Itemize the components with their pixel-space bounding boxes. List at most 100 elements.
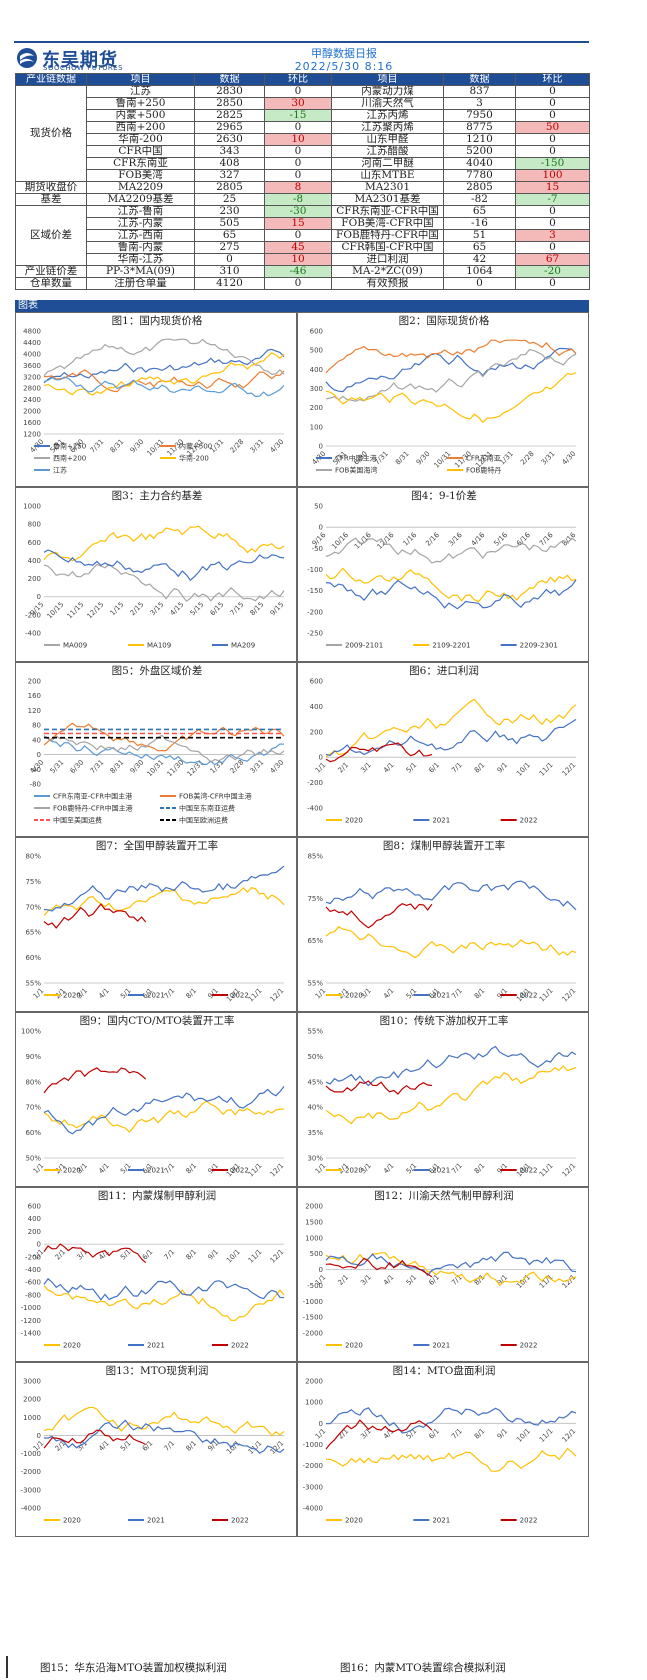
x-tick-label: 6/30 (69, 758, 86, 775)
legend-label: CFR东南亚-CFR中国主港 (53, 792, 132, 801)
table-row: 鲁南-内蒙 275 45 CFR韩国-CFR中国 65 0 (16, 241, 590, 254)
x-tick-label: 9/1 (206, 1162, 220, 1176)
x-tick-label: 9/1 (496, 987, 510, 1001)
legend-label: 2009-2101 (345, 642, 383, 650)
table-header-row: 产业链数据 项目 数据 环比 项目 数据 环比 (15, 73, 590, 86)
company-logo: 东吴期货 SOOCHOW FUTURES (16, 46, 166, 72)
change-cell: 0 (515, 109, 590, 122)
y-tick-label: 120 (28, 707, 41, 715)
chart-caption: 图9：国内CTO/MTO装置开工率 (79, 1015, 235, 1027)
y-tick-label: -600 (25, 1279, 41, 1287)
legend-label: MA009 (63, 642, 87, 650)
series-line (325, 926, 577, 959)
series-line (43, 1277, 285, 1301)
chart-caption: 图12：川渝天然气制甲醇利润 (374, 1190, 514, 1202)
legend-label: 2020 (345, 992, 363, 1000)
x-tick-label: 2/15 (129, 600, 146, 617)
charts-section-label: 图表 (15, 300, 589, 312)
change-cell: 0 (264, 157, 332, 170)
x-tick-label: 8/31 (394, 450, 411, 467)
chart-caption: 图16：内蒙MTO装置综合模拟利润 (340, 1662, 506, 1674)
x-tick-label: 7/1 (450, 1162, 464, 1176)
x-tick-label: 1/1 (314, 1162, 328, 1176)
y-tick-label: 100% (21, 1028, 41, 1036)
series-line (325, 537, 577, 564)
legend-label: FOB鹿特丹-CFR中国主港 (53, 804, 133, 813)
x-tick-label: 12/1 (269, 987, 286, 1004)
change-cell: -46 (264, 265, 332, 278)
change-cell: 100 (515, 169, 590, 182)
y-tick-label: -800 (25, 1291, 41, 1299)
y-tick-label: 600 (28, 539, 41, 547)
legend-label: 鲁南+250 (53, 442, 86, 451)
value-cell: 2805 (443, 181, 516, 194)
category-cell: 区域价差 (15, 205, 87, 266)
x-tick-label: 11/16 (353, 531, 373, 551)
legend-label: 2020 (345, 1167, 363, 1175)
x-tick-label: 2/1 (337, 761, 351, 775)
x-tick-label: 9/30 (129, 758, 146, 775)
table-row: CFR东南亚 408 0 河南二甲醚 4040 -150 (16, 157, 590, 170)
y-tick-label: 4400 (23, 339, 41, 347)
value-cell: 65 (194, 229, 265, 242)
change-cell: 30 (264, 97, 332, 110)
change-cell: 0 (264, 169, 332, 182)
item-cell: PP-3*MA(09) (86, 265, 195, 278)
x-tick-label: 4/30 (269, 758, 286, 775)
x-tick-label: 10/31 (432, 450, 452, 470)
legend-label: 2022 (231, 992, 249, 1000)
x-tick-label: 8/1 (473, 1162, 487, 1176)
x-tick-label: 5/1 (405, 761, 419, 775)
item-cell: 鲁南+250 (86, 97, 195, 110)
legend-label: 中国至欧洲运费 (179, 816, 228, 825)
value-cell: 2825 (194, 109, 265, 122)
x-tick-label: 9/1 (206, 1248, 220, 1262)
item-cell: 河南二甲醚 (331, 157, 444, 170)
value-cell: -16 (443, 217, 516, 230)
item-cell: CFR中国 (86, 145, 195, 158)
value-cell: 4040 (443, 157, 516, 170)
table-row: 内蒙+500 2825 -15 江苏丙烯 7950 0 (16, 109, 590, 122)
legend-label: 2022 (520, 817, 538, 825)
y-tick-label: -2000 (303, 1330, 323, 1338)
value-cell: 7780 (443, 169, 516, 182)
x-tick-label: 10/16 (330, 531, 350, 551)
item-cell: MA2209基差 (86, 193, 195, 206)
value-cell: 310 (194, 265, 265, 278)
value-cell: 343 (194, 145, 265, 158)
chart-panel: 图2：国际现货价格 600 500 400 300 200 100 0 4/30 5/31 6/30… (297, 312, 589, 487)
y-tick-label: 800 (28, 521, 41, 529)
legend-label: 2021 (147, 1517, 165, 1525)
x-tick-label: 2/1 (337, 1273, 351, 1287)
x-tick-label: 10/31 (145, 438, 165, 458)
y-tick-label: 400 (310, 366, 323, 374)
series-line (325, 742, 433, 763)
y-tick-label: 2000 (23, 408, 41, 416)
header-change: 环比 (515, 73, 590, 86)
chart-panel: 图10：传统下游加权开工率 55% 50% 45% 40% 35% 30% 1/1 2/1 3/1… (297, 1012, 589, 1187)
value-cell: 230 (194, 205, 265, 218)
table-row: 产业链价差 PP-3*MA(09) 310 -46 MA-2*ZC(09) 1064 -20 (15, 265, 590, 278)
chart-panel: 图14：MTO盘面利润 2000 1000 0 -1000 -2000 -3000 -4000… (297, 1362, 589, 1537)
chart-panel: 图11：内蒙煤制甲醇利润 600 400 200 0 -200 -400 -600 -800 -1… (15, 1187, 297, 1362)
legend-label: 2021 (432, 817, 450, 825)
y-tick-label: 55% (25, 980, 41, 988)
y-tick-label: 4800 (23, 328, 41, 336)
x-tick-label: 11/1 (247, 1248, 264, 1265)
x-tick-label: 4/1 (382, 761, 396, 775)
chart-caption: 图8：煤制甲醇装置开工率 (382, 840, 506, 852)
series-line (43, 722, 285, 752)
y-tick-label: 40 (32, 736, 41, 744)
series-line (325, 347, 577, 393)
item-cell: CFR东南亚-CFR中国 (331, 205, 444, 218)
legend-label: 2021 (432, 1517, 450, 1525)
x-tick-label: 4/30 (561, 450, 578, 467)
y-tick-label: 30% (307, 1155, 323, 1163)
y-tick-label: -1000 (303, 1298, 323, 1306)
x-tick-label: 12/1 (561, 761, 578, 778)
table-row: 现货价格 江苏 2830 0 内蒙动力煤 837 0 (15, 85, 590, 182)
chart-caption: 图15：华东沿海MTO装置加权模拟利润 (40, 1662, 227, 1674)
